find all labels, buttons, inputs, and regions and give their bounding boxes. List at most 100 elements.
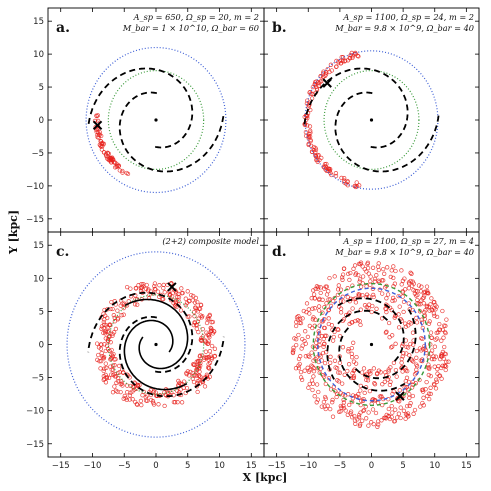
star-point: [414, 362, 419, 367]
star-point: [399, 268, 404, 273]
star-point: [374, 273, 379, 278]
star-point: [368, 274, 373, 279]
star-point: [322, 394, 328, 400]
star-point: [428, 385, 433, 390]
star-point: [183, 296, 188, 301]
star-point: [393, 268, 398, 274]
star-point: [380, 402, 385, 408]
star-point: [383, 330, 389, 335]
star-point: [357, 292, 362, 297]
star-point: [336, 370, 341, 375]
star-point: [97, 359, 102, 364]
x-tick-label: 5: [185, 461, 190, 471]
spiral-arm-1: [337, 297, 405, 362]
star-point: [336, 283, 341, 288]
star-point: [322, 325, 327, 331]
star-point: [339, 175, 344, 181]
star-point: [212, 354, 217, 359]
panel-annotation: A_sp = 1100, Ω_sp = 24, m = 2: [342, 12, 474, 22]
star-point: [419, 348, 424, 353]
star-point: [305, 365, 310, 370]
star-point: [427, 319, 432, 324]
star-point: [423, 387, 428, 392]
star-point: [388, 365, 393, 370]
star-point: [360, 264, 365, 269]
star-point: [347, 56, 353, 61]
star-point: [194, 367, 200, 372]
star-point: [115, 308, 120, 313]
star-point: [138, 398, 144, 404]
star-point: [311, 288, 316, 293]
y-tick-label: 10: [33, 50, 44, 60]
star-point: [353, 361, 359, 366]
star-point: [364, 269, 369, 274]
star-point: [317, 370, 322, 375]
y-tick-label: 5: [39, 307, 44, 317]
star-point: [376, 267, 381, 273]
star-point: [350, 415, 355, 420]
star-point: [294, 342, 299, 348]
star-point: [118, 389, 123, 395]
star-point: [209, 357, 214, 362]
star-point: [340, 381, 345, 386]
star-point: [179, 286, 184, 291]
star-point: [371, 292, 376, 298]
star-point: [118, 303, 123, 308]
star-point: [112, 363, 117, 368]
star-point: [323, 406, 328, 412]
star-point: [330, 338, 336, 343]
star-point: [427, 396, 432, 402]
star-point: [195, 389, 200, 395]
star-point: [308, 128, 313, 133]
star-point: [133, 399, 138, 405]
star-point: [205, 355, 211, 360]
star-point: [312, 306, 318, 311]
star-point: [423, 308, 428, 313]
star-point: [343, 408, 348, 413]
star-point: [354, 354, 359, 360]
star-point: [390, 333, 395, 338]
star-point: [315, 159, 320, 164]
x-tick-label: 0: [153, 461, 158, 471]
star-point: [191, 322, 196, 328]
galactic-center-dot: [369, 342, 374, 347]
star-point: [108, 157, 114, 162]
star-point: [185, 314, 190, 319]
star-point: [326, 297, 331, 302]
star-point: [140, 393, 145, 398]
y-tick-label: −5: [31, 374, 44, 384]
star-point: [307, 124, 313, 129]
star-point: [313, 154, 319, 159]
star-point: [307, 367, 313, 373]
star-point: [207, 349, 213, 354]
star-point: [299, 377, 305, 383]
star-point: [349, 351, 354, 356]
star-point: [389, 403, 394, 409]
star-point: [321, 70, 326, 76]
star-point: [115, 376, 121, 381]
star-point: [297, 361, 302, 367]
star-point: [302, 368, 307, 373]
star-point: [293, 323, 299, 329]
star-point: [425, 288, 430, 294]
star-point: [308, 138, 313, 144]
star-point: [419, 284, 424, 289]
star-point: [421, 395, 426, 400]
star-point: [309, 350, 314, 355]
star-point: [190, 298, 195, 303]
star-point: [109, 160, 114, 165]
star-point: [209, 355, 215, 360]
star-point: [364, 304, 369, 310]
star-point: [106, 157, 111, 162]
star-point: [334, 394, 339, 400]
star-point: [446, 359, 451, 364]
star-point: [378, 370, 383, 375]
panel-annotation: M_bar = 9.8 × 10^9, Ω_bar = 40: [334, 23, 474, 33]
star-point: [315, 157, 320, 163]
star-point: [130, 397, 135, 402]
star-point: [408, 278, 413, 284]
star-point: [380, 382, 385, 387]
star-point: [99, 342, 104, 347]
star-point: [392, 315, 397, 320]
star-point: [356, 415, 362, 420]
